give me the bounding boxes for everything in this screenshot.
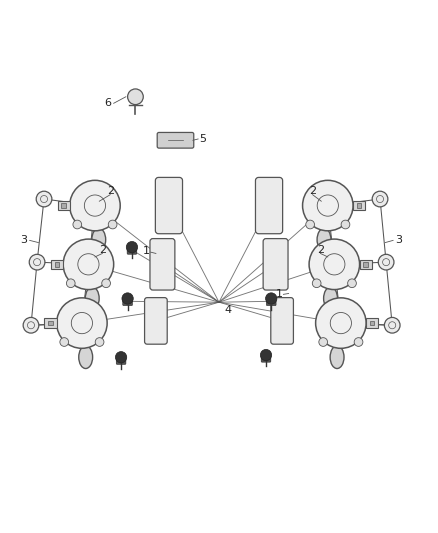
Bar: [45, 318, 57, 328]
Circle shape: [108, 220, 117, 229]
Text: 2: 2: [99, 245, 106, 255]
FancyBboxPatch shape: [127, 246, 137, 254]
Circle shape: [312, 279, 321, 288]
Circle shape: [354, 338, 363, 346]
Circle shape: [60, 338, 69, 346]
Ellipse shape: [330, 346, 344, 368]
Text: 2: 2: [317, 245, 324, 255]
Circle shape: [122, 293, 133, 304]
Bar: [370, 321, 374, 325]
Circle shape: [260, 350, 272, 361]
Circle shape: [309, 239, 360, 289]
Circle shape: [57, 298, 107, 349]
Ellipse shape: [317, 228, 331, 251]
Circle shape: [127, 89, 143, 104]
Circle shape: [102, 279, 110, 288]
Bar: [51, 260, 63, 269]
Circle shape: [126, 241, 138, 253]
Circle shape: [319, 338, 328, 346]
Bar: [61, 204, 66, 208]
Ellipse shape: [85, 287, 99, 310]
FancyBboxPatch shape: [266, 297, 276, 305]
Text: 1: 1: [142, 246, 149, 256]
FancyBboxPatch shape: [263, 239, 288, 290]
Circle shape: [23, 318, 39, 333]
FancyBboxPatch shape: [261, 353, 271, 362]
Text: 6: 6: [104, 98, 111, 108]
Circle shape: [36, 191, 52, 207]
FancyBboxPatch shape: [123, 297, 132, 305]
Text: 5: 5: [199, 134, 206, 144]
Circle shape: [70, 180, 120, 231]
Bar: [360, 260, 372, 269]
FancyBboxPatch shape: [157, 133, 194, 148]
Bar: [48, 321, 53, 325]
Text: 3: 3: [21, 236, 28, 245]
Bar: [364, 262, 368, 266]
Bar: [57, 201, 70, 211]
Circle shape: [29, 254, 45, 270]
Text: 3: 3: [395, 236, 402, 245]
FancyBboxPatch shape: [150, 239, 175, 290]
Circle shape: [265, 293, 277, 304]
Ellipse shape: [324, 287, 338, 310]
Circle shape: [73, 220, 81, 229]
FancyBboxPatch shape: [255, 177, 283, 234]
Text: 2: 2: [106, 186, 114, 196]
Circle shape: [378, 254, 394, 270]
Circle shape: [63, 239, 114, 289]
Bar: [357, 204, 361, 208]
Ellipse shape: [92, 228, 106, 251]
FancyBboxPatch shape: [271, 297, 293, 344]
Text: 4: 4: [224, 305, 231, 315]
Circle shape: [341, 220, 350, 229]
Circle shape: [316, 298, 366, 349]
Ellipse shape: [79, 346, 92, 368]
Circle shape: [348, 279, 357, 288]
Bar: [366, 318, 378, 328]
Circle shape: [303, 180, 353, 231]
FancyBboxPatch shape: [145, 297, 167, 344]
Circle shape: [306, 220, 314, 229]
Circle shape: [116, 352, 127, 363]
Circle shape: [95, 338, 104, 346]
Bar: [55, 262, 59, 266]
Circle shape: [372, 191, 388, 207]
Circle shape: [67, 279, 75, 288]
FancyBboxPatch shape: [116, 356, 126, 365]
FancyBboxPatch shape: [155, 177, 183, 234]
Circle shape: [385, 318, 400, 333]
Bar: [353, 201, 365, 211]
Text: 2: 2: [309, 186, 316, 196]
Text: 1: 1: [276, 289, 283, 300]
